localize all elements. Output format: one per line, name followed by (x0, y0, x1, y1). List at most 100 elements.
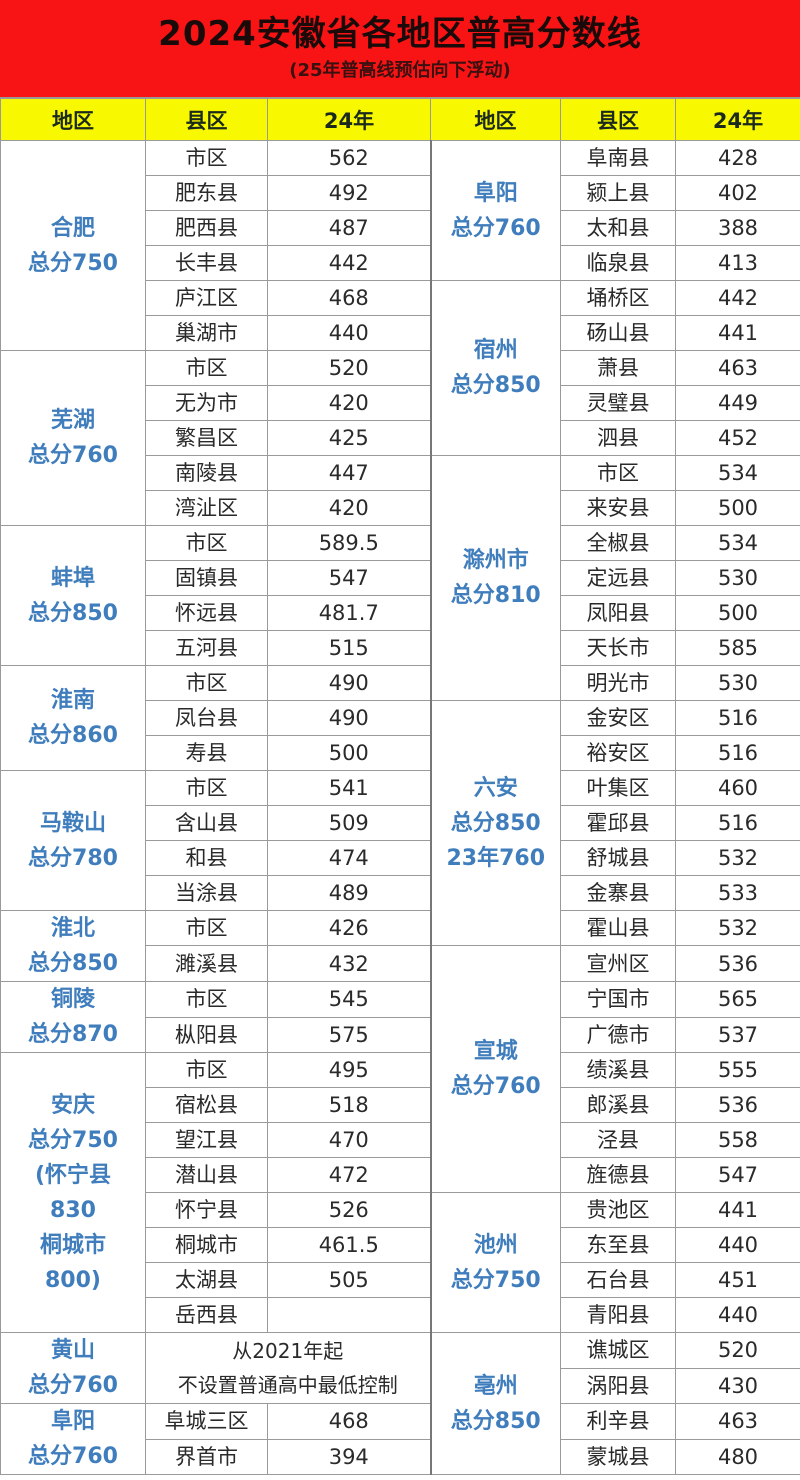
county-cell: 全椒县 (560, 525, 676, 561)
page-subtitle: (25年普高线预估向下浮动) (289, 60, 511, 81)
region-total-score: 总分860 (28, 723, 118, 748)
score-cell: 537 (675, 1016, 800, 1053)
county-cell: 舒城县 (560, 840, 676, 876)
county-cell: 庐江区 (145, 280, 268, 316)
score-cell: 449 (675, 385, 800, 421)
county-cell: 繁昌区 (145, 420, 268, 456)
score-cell: 468 (267, 1403, 431, 1440)
score-cell (267, 1297, 431, 1333)
score-cell: 536 (675, 1087, 800, 1123)
title-banner: 2024安徽省各地区普高分数线 (25年普高线预估向下浮动) (0, 0, 800, 98)
score-cell: 428 (675, 140, 800, 176)
county-cell: 长丰县 (145, 245, 268, 281)
score-cell: 481.7 (267, 595, 431, 631)
county-cell: 砀山县 (560, 315, 676, 351)
region-cell: 蚌埠 总分850 (0, 525, 146, 666)
table-row: 无为市 420 灵璧县 449 (1, 385, 800, 421)
score-cell: 547 (675, 1157, 800, 1193)
col-header-region: 地区 (0, 98, 146, 141)
score-cell: 516 (675, 805, 800, 841)
region-total-score: (怀宁县 (34, 1162, 112, 1188)
region-total-score: 总分850 (450, 373, 541, 398)
region-cell: 安庆 总分750 (怀宁县 830 桐城市 800) (0, 1052, 146, 1333)
note-line: 从2021年起 (232, 1339, 344, 1363)
county-cell: 市区 (560, 455, 676, 491)
region-name: 马鞍山 (39, 810, 106, 836)
county-cell: 市区 (145, 665, 268, 701)
county-cell: 界首市 (145, 1438, 268, 1475)
county-cell: 市区 (145, 350, 268, 386)
score-cell: 500 (267, 735, 431, 771)
county-cell: 望江县 (145, 1122, 268, 1158)
table-row: 固镇县 547 定远县 530 (1, 560, 800, 596)
score-cell: 461.5 (267, 1227, 431, 1263)
region-total-score: 总分750 (28, 1127, 118, 1153)
county-cell: 市区 (145, 981, 268, 1018)
county-cell: 怀宁县 (145, 1192, 268, 1228)
score-cell: 534 (675, 455, 800, 491)
county-cell: 市区 (145, 910, 268, 946)
score-cell: 441 (675, 315, 800, 351)
county-cell: 涡阳县 (560, 1367, 676, 1404)
region-name: 阜阳 (50, 1409, 95, 1434)
county-cell: 太湖县 (145, 1262, 268, 1298)
county-cell: 濉溪县 (145, 945, 268, 982)
county-cell: 岳西县 (145, 1297, 268, 1333)
score-cell: 520 (267, 350, 431, 386)
score-cell: 520 (675, 1332, 800, 1369)
score-cell: 441 (675, 1192, 800, 1228)
county-cell: 枞阳县 (145, 1016, 268, 1053)
table-row: 五河县 515 天长市 585 (1, 630, 800, 666)
county-cell: 阜南县 (560, 140, 676, 176)
region-total-score: 总分760 (28, 1373, 118, 1398)
county-cell: 泾县 (560, 1122, 676, 1158)
score-cell: 440 (675, 1297, 800, 1333)
county-cell: 肥西县 (145, 210, 268, 246)
county-cell: 东至县 (560, 1227, 676, 1263)
county-cell: 裕安区 (560, 735, 676, 771)
county-cell: 绩溪县 (560, 1052, 676, 1088)
county-cell: 霍山县 (560, 910, 676, 946)
region-cell: 宿州 总分850 (429, 280, 561, 456)
col-header-score: 24年 (267, 98, 431, 141)
table-row: 岳西县 青阳县 440 (1, 1297, 800, 1333)
table-row: 和县 474 舒城县 532 (1, 840, 800, 876)
score-cell: 413 (675, 245, 800, 281)
table-row: 安庆 总分750 (怀宁县 830 桐城市 800) 市区 495 绩溪县 555 (0, 1052, 800, 1333)
score-cell: 442 (675, 280, 800, 316)
score-cell: 505 (267, 1262, 431, 1298)
region-total-score: 总分850 (28, 951, 118, 976)
county-cell: 宁国市 (560, 981, 676, 1018)
county-cell: 郎溪县 (560, 1087, 676, 1123)
county-cell: 市区 (145, 1052, 268, 1088)
score-cell: 541 (267, 770, 431, 806)
county-cell: 无为市 (145, 385, 268, 421)
score-cell: 492 (267, 175, 431, 211)
table-row: 巢湖市 440 砀山县 441 (1, 315, 800, 351)
note-line: 不设置普通高中最低控制 (177, 1373, 398, 1397)
score-cell: 442 (267, 245, 431, 281)
county-cell: 贵池区 (560, 1192, 676, 1228)
col-header-score: 24年 (675, 98, 800, 141)
region-name: 池州 (473, 1232, 518, 1258)
score-cell: 440 (267, 315, 431, 351)
county-cell: 太和县 (560, 210, 676, 246)
table-row: 湾沚区 420 来安县 500 (1, 490, 800, 526)
county-cell: 金寨县 (560, 875, 676, 911)
region-name: 六安 (473, 775, 518, 801)
table-row: 淮北 总分850 市区 426 霍山县 532 (0, 910, 800, 982)
region-cell: 亳州 总分850 (429, 1332, 561, 1475)
county-cell: 临泉县 (560, 245, 676, 281)
header-row: 地区 县区 24年 地区 县区 24年 (0, 98, 800, 141)
table-row: 桐城市 461.5 东至县 440 (1, 1227, 800, 1263)
region-name: 滁州市 (462, 548, 529, 573)
region-name: 宣城 (473, 1039, 518, 1064)
county-cell: 怀远县 (145, 595, 268, 631)
region-total-score: 总分760 (28, 1444, 118, 1469)
score-cell: 487 (267, 210, 431, 246)
region-cell: 六安 总分850 23年760 (429, 700, 561, 946)
score-table: 地区 县区 24年 地区 县区 24年 合肥 总分750 市区 562 阜阳 总分760 阜… (0, 98, 800, 1475)
table-row: 铜陵 总分870 市区 545 宁国市 565 (0, 981, 800, 1053)
county-cell: 桐城市 (145, 1227, 268, 1263)
score-cell: 490 (267, 700, 431, 736)
